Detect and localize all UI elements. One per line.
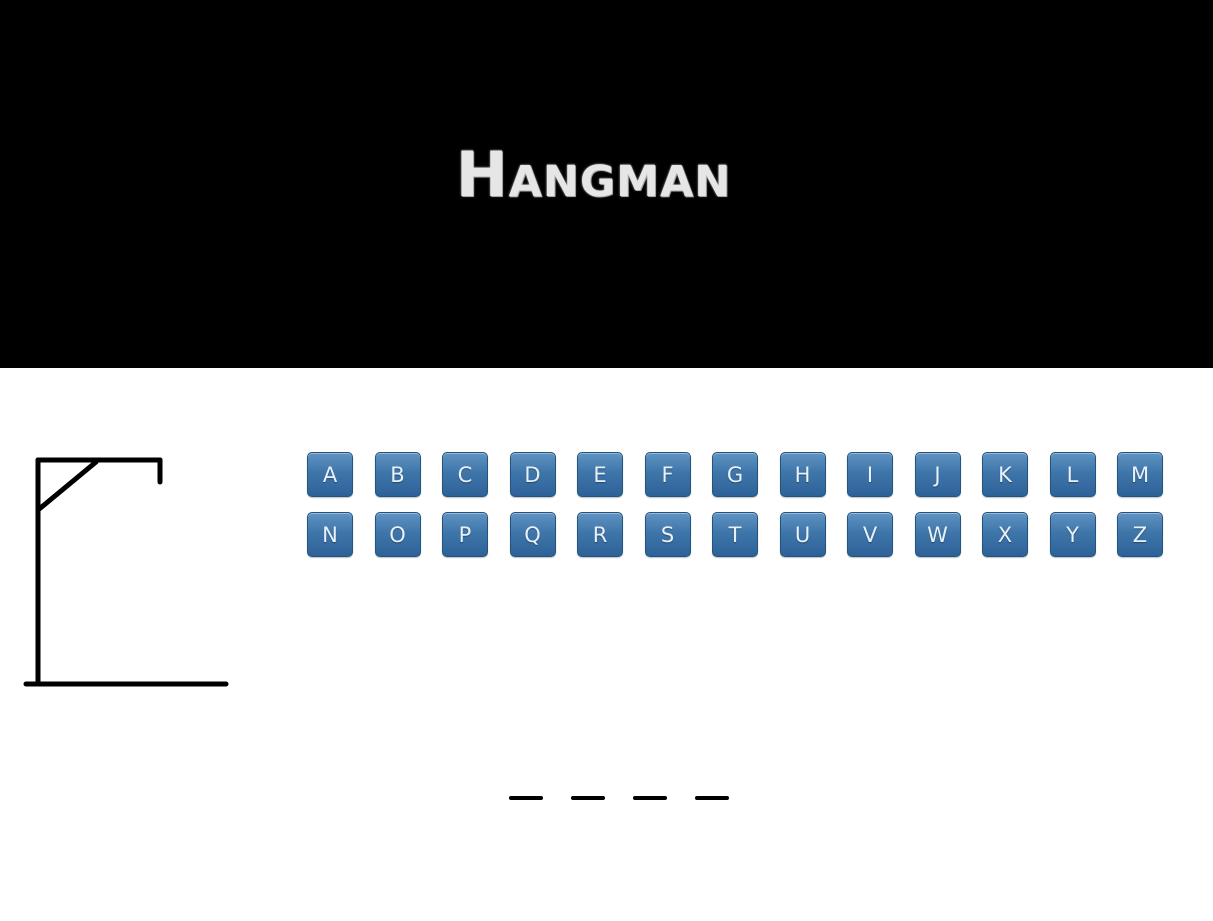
letter-blank <box>633 796 667 800</box>
letter-key-e[interactable]: E <box>577 452 623 497</box>
letter-key-z[interactable]: Z <box>1117 512 1163 557</box>
letter-key-m[interactable]: M <box>1117 452 1163 497</box>
letter-key-n[interactable]: N <box>307 512 353 557</box>
letter-key-h[interactable]: H <box>780 452 826 497</box>
letter-key-b[interactable]: B <box>375 452 421 497</box>
letter-key-j[interactable]: J <box>915 452 961 497</box>
letter-key-t[interactable]: T <box>712 512 758 557</box>
letter-key-i[interactable]: I <box>847 452 893 497</box>
gallows-brace <box>38 462 96 510</box>
word-blanks <box>509 796 729 800</box>
letter-key-f[interactable]: F <box>645 452 691 497</box>
letter-key-l[interactable]: L <box>1050 452 1096 497</box>
letter-key-o[interactable]: O <box>375 512 421 557</box>
letter-key-r[interactable]: R <box>577 512 623 557</box>
letter-key-c[interactable]: C <box>442 452 488 497</box>
letter-key-v[interactable]: V <box>847 512 893 557</box>
gallows-drawing <box>22 452 232 692</box>
letter-key-x[interactable]: X <box>982 512 1028 557</box>
letter-blank <box>571 796 605 800</box>
letter-key-k[interactable]: K <box>982 452 1028 497</box>
letter-key-d[interactable]: D <box>510 452 556 497</box>
letter-key-g[interactable]: G <box>712 452 758 497</box>
letter-key-w[interactable]: W <box>915 512 961 557</box>
letter-key-s[interactable]: S <box>645 512 691 557</box>
letter-key-u[interactable]: U <box>780 512 826 557</box>
letter-key-p[interactable]: P <box>442 512 488 557</box>
letter-key-q[interactable]: Q <box>510 512 556 557</box>
header-banner: Hangman <box>0 0 1213 368</box>
letter-key-y[interactable]: Y <box>1050 512 1096 557</box>
letter-key-a[interactable]: A <box>307 452 353 497</box>
letter-blank <box>695 796 729 800</box>
game-title: Hangman <box>0 138 1187 211</box>
letter-blank <box>509 796 543 800</box>
